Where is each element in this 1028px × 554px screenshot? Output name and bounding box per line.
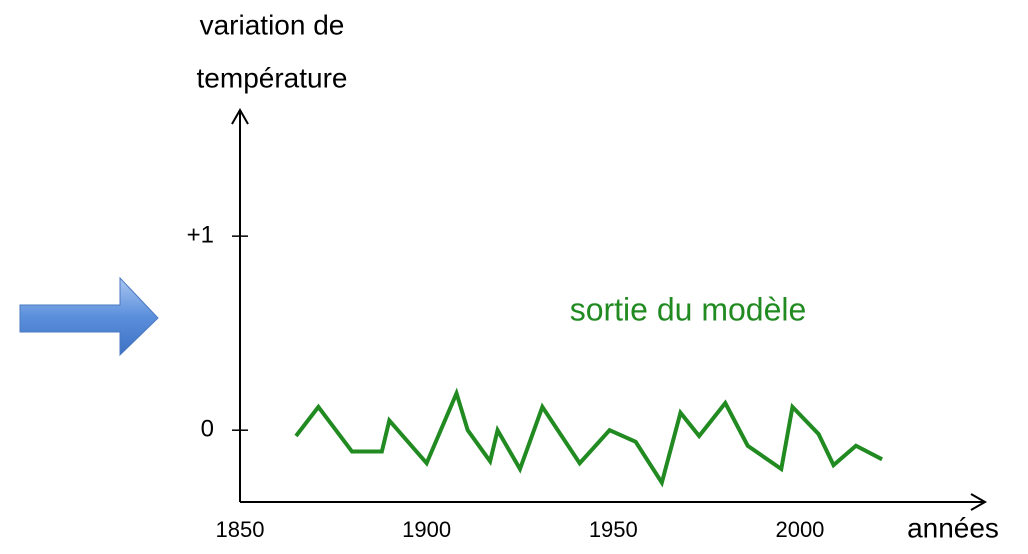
y-axis-label: température xyxy=(197,62,348,93)
y-axis-arrow xyxy=(231,107,249,125)
x-tick-label: 1850 xyxy=(216,517,265,542)
y-tick-label: +1 xyxy=(187,221,214,248)
x-tick-label: 2000 xyxy=(775,517,824,542)
x-axis-label: années xyxy=(907,512,999,543)
arrow-icon xyxy=(19,276,159,357)
x-tick-label: 1900 xyxy=(402,517,451,542)
data-line xyxy=(294,387,883,488)
y-axis-label: variation de xyxy=(200,9,345,40)
annotation: sortie du modèle xyxy=(570,291,807,327)
y-tick-label: 0 xyxy=(201,416,214,443)
x-axis-arrow xyxy=(970,493,988,511)
x-tick-label: 1950 xyxy=(589,517,638,542)
